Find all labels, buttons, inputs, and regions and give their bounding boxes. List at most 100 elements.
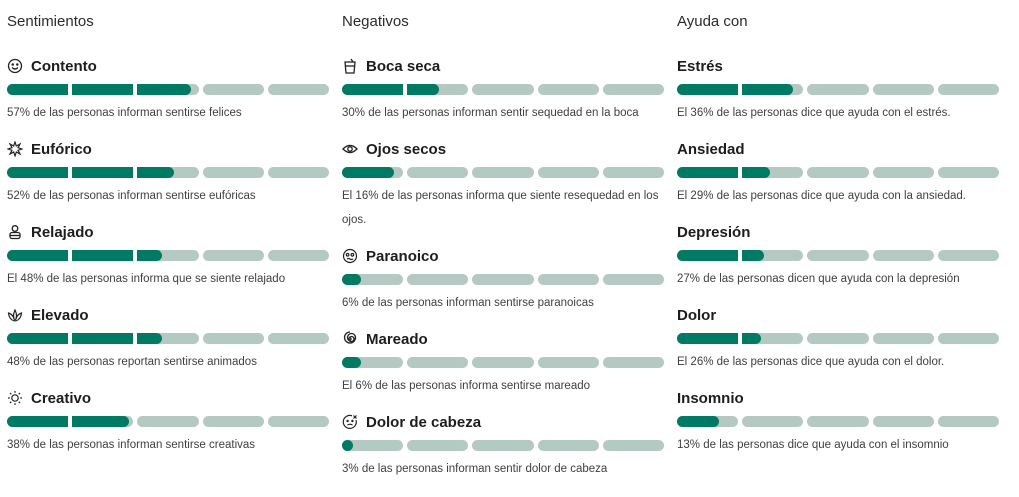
progress-fill <box>7 167 175 178</box>
progress-gap <box>133 333 138 344</box>
progress-gap <box>68 250 73 261</box>
metric-name: Depresión <box>677 223 751 241</box>
progress-gap <box>468 84 473 95</box>
progress-gap <box>598 274 603 285</box>
progress-gap <box>133 167 138 178</box>
progress-bar <box>7 333 329 344</box>
progress-segment <box>742 416 804 427</box>
progress-segment <box>472 440 534 451</box>
progress-gap <box>468 357 473 368</box>
progress-segment <box>872 84 934 95</box>
smile-icon <box>7 58 23 74</box>
progress-fill <box>7 333 162 344</box>
progress-segment <box>602 167 664 178</box>
metric-depresion: Depresión 27% de las personas dicen que … <box>677 222 999 291</box>
metric-name: Contento <box>31 57 97 75</box>
progress-gap <box>803 333 808 344</box>
metric-ansiedad: Ansiedad El 29% de las personas dice que… <box>677 139 999 208</box>
progress-segment <box>602 440 664 451</box>
metric-description: 27% de las personas dicen que ayuda con … <box>677 273 960 285</box>
metric-name: Mareado <box>366 330 428 348</box>
progress-segment <box>602 357 664 368</box>
relaxed-figure-icon <box>7 224 23 240</box>
progress-fill <box>7 84 191 95</box>
paranoid-face-icon <box>342 248 358 264</box>
metric-paranoico: Paranoico 6% de las personas informan se… <box>342 246 664 315</box>
progress-bar <box>677 167 999 178</box>
progress-gap <box>403 357 408 368</box>
progress-gap <box>263 167 268 178</box>
metric-estres: Estrés El 36% de las personas dice que a… <box>677 56 999 125</box>
metric-description: El 6% de las personas informa sentirse m… <box>342 380 591 392</box>
progress-segment <box>602 274 664 285</box>
metric-insomnio: Insomnio 13% de las personas dice que ay… <box>677 388 999 457</box>
progress-fill <box>677 416 719 427</box>
progress-segment <box>202 416 264 427</box>
progress-gap <box>533 440 538 451</box>
metric-name: Ansiedad <box>677 140 745 158</box>
metric-name: Creativo <box>31 389 92 407</box>
progress-gap <box>598 84 603 95</box>
progress-bar <box>7 250 329 261</box>
progress-segment <box>537 440 599 451</box>
progress-segment <box>537 357 599 368</box>
metric-creativo: Creativo 38% de las personas informan se… <box>7 388 329 457</box>
progress-gap <box>868 333 873 344</box>
progress-segment <box>267 167 329 178</box>
progress-gap <box>198 84 203 95</box>
progress-segment <box>807 84 869 95</box>
sparkle-burst-icon <box>7 141 23 157</box>
metric-ojos-secos: Ojos secos El 16% de las personas inform… <box>342 139 664 232</box>
progress-segment <box>472 274 534 285</box>
progress-gap <box>803 84 808 95</box>
metric-dolor: Dolor El 26% de las personas dice que ay… <box>677 305 999 374</box>
progress-bar <box>677 250 999 261</box>
progress-gap <box>738 167 743 178</box>
progress-segment <box>937 416 999 427</box>
progress-bar <box>342 357 664 368</box>
progress-gap <box>868 167 873 178</box>
progress-gap <box>68 416 73 427</box>
metric-elevado: Elevado 48% de las personas reportan sen… <box>7 305 329 374</box>
progress-gap <box>133 416 138 427</box>
progress-segment <box>202 333 264 344</box>
progress-gap <box>803 250 808 261</box>
metric-contento: Contento 57% de las personas informan se… <box>7 56 329 125</box>
progress-segment <box>202 84 264 95</box>
progress-gap <box>68 167 73 178</box>
progress-fill <box>677 84 793 95</box>
progress-gap <box>403 440 408 451</box>
progress-segment <box>807 250 869 261</box>
progress-bar <box>677 333 999 344</box>
progress-segment <box>807 416 869 427</box>
progress-segment <box>537 84 599 95</box>
progress-fill <box>7 416 130 427</box>
progress-bar <box>7 167 329 178</box>
progress-gap <box>133 84 138 95</box>
progress-gap <box>533 357 538 368</box>
progress-fill <box>342 167 394 178</box>
progress-segment <box>137 250 199 261</box>
metric-name: Dolor <box>677 306 717 324</box>
progress-gap <box>263 333 268 344</box>
metric-name: Dolor de cabeza <box>366 413 482 431</box>
progress-gap <box>933 416 938 427</box>
metric-name: Eufórico <box>31 140 92 158</box>
column-title: Sentimientos <box>7 13 94 30</box>
progress-gap <box>933 84 938 95</box>
metric-euforico: Eufórico 52% de las personas informan se… <box>7 139 329 208</box>
progress-gap <box>738 416 743 427</box>
progress-gap <box>868 250 873 261</box>
metric-description: El 16% de las personas informa que sient… <box>342 190 659 226</box>
progress-gap <box>933 167 938 178</box>
metric-description: 52% de las personas informan sentirse eu… <box>7 190 256 202</box>
progress-segment <box>407 357 469 368</box>
metric-description: 48% de las personas reportan sentirse an… <box>7 356 257 368</box>
progress-segment <box>602 84 664 95</box>
progress-bar <box>677 416 999 427</box>
progress-gap <box>403 167 408 178</box>
progress-gap <box>533 84 538 95</box>
progress-fill <box>342 84 439 95</box>
metric-description: 30% de las personas informan sentir sequ… <box>342 107 639 119</box>
progress-gap <box>68 84 73 95</box>
